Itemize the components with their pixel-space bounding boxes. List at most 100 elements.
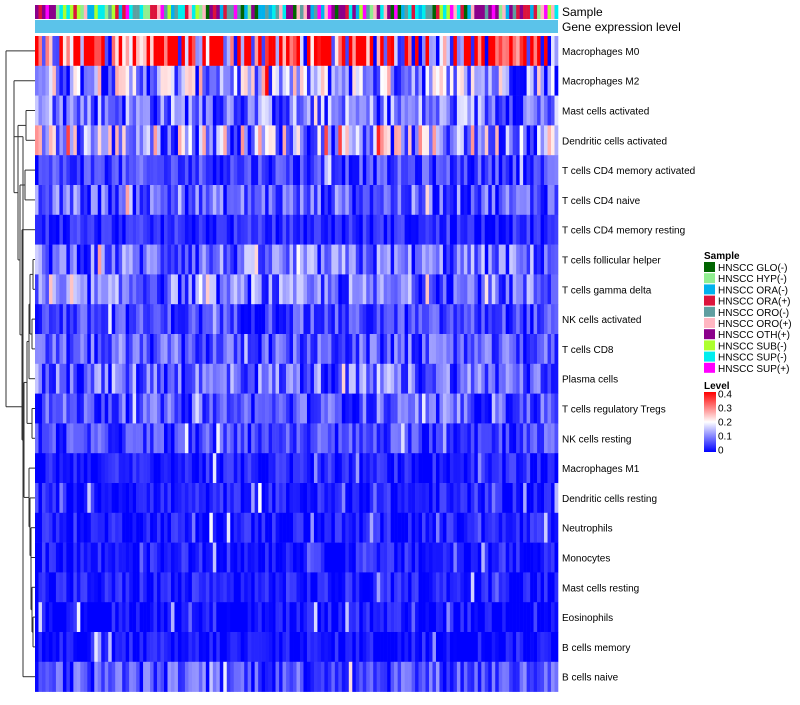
heatmap-cell xyxy=(289,423,294,454)
heatmap-cell xyxy=(244,214,248,245)
heatmap-cell xyxy=(282,214,287,245)
heatmap-cell xyxy=(401,125,405,156)
heatmap-cell xyxy=(97,65,102,96)
heatmap-cell xyxy=(498,95,503,126)
heatmap-cell xyxy=(512,632,517,663)
heatmap-cell xyxy=(289,155,294,186)
heatmap-cell xyxy=(223,304,228,335)
heatmap-cell xyxy=(310,393,315,424)
heatmap-cell xyxy=(317,661,322,692)
heatmap-cell xyxy=(488,155,493,186)
heatmap-cell xyxy=(160,512,165,543)
heatmap-cell xyxy=(223,423,228,454)
heatmap-cell xyxy=(293,423,297,454)
heatmap-cell xyxy=(498,36,503,67)
heatmap-cell xyxy=(310,214,315,245)
sample-annotation-cell xyxy=(509,5,513,19)
heatmap-cell xyxy=(547,125,552,156)
heatmap-cell xyxy=(230,95,235,126)
heatmap-cell xyxy=(191,185,196,216)
heatmap-cell xyxy=(108,125,113,156)
heatmap-cell xyxy=(554,393,559,424)
heatmap-cell xyxy=(338,95,343,126)
heatmap-cell xyxy=(383,393,388,424)
heatmap-cell xyxy=(380,185,384,216)
heatmap-cell xyxy=(48,185,53,216)
heatmap-cell xyxy=(411,423,416,454)
heatmap-cell xyxy=(373,602,377,633)
heatmap-cell xyxy=(254,542,259,573)
heatmap-cell xyxy=(275,661,280,692)
heatmap-cell xyxy=(90,214,95,245)
sample-annotation-cell xyxy=(289,5,294,19)
heatmap-cell xyxy=(498,185,503,216)
heatmap-cell xyxy=(174,334,179,365)
heatmap-cell xyxy=(150,244,154,275)
heatmap-cell xyxy=(366,304,371,335)
heatmap-cell xyxy=(233,363,238,394)
heatmap-cell xyxy=(219,423,224,454)
heatmap-cell xyxy=(66,602,71,633)
heatmap-cell xyxy=(331,542,336,573)
heatmap-cell xyxy=(432,453,437,484)
heatmap-cell xyxy=(505,661,510,692)
heatmap-cell xyxy=(481,65,486,96)
heatmap-cell xyxy=(488,602,493,633)
heatmap-cell xyxy=(108,214,113,245)
heatmap-cell xyxy=(48,423,53,454)
heatmap-cell xyxy=(254,632,259,663)
heatmap-cell xyxy=(306,423,311,454)
heatmap-cell xyxy=(299,65,304,96)
heatmap-cell xyxy=(143,363,147,394)
heatmap-cell xyxy=(484,304,489,335)
heatmap-cell xyxy=(481,214,486,245)
heatmap-cell xyxy=(282,125,287,156)
heatmap-cell xyxy=(383,304,388,335)
heatmap-cell xyxy=(439,363,444,394)
heatmap-cell xyxy=(547,363,552,394)
heatmap-cell xyxy=(404,661,409,692)
heatmap-cell xyxy=(94,155,99,186)
heatmap-cell xyxy=(101,95,106,126)
heatmap-cell xyxy=(509,274,513,305)
heatmap-cell xyxy=(526,274,531,305)
heatmap-cell xyxy=(59,453,64,484)
heatmap-cell xyxy=(195,65,200,96)
heatmap-cell xyxy=(237,185,242,216)
heatmap-cell xyxy=(265,304,269,335)
heatmap-cell xyxy=(505,65,510,96)
heatmap-cell xyxy=(526,334,531,365)
heatmap-cell xyxy=(289,304,294,335)
heatmap-cell xyxy=(247,155,252,186)
heatmap-cell xyxy=(481,363,486,394)
heatmap-cell xyxy=(408,185,412,216)
heatmap-cell xyxy=(265,572,269,603)
heatmap-cell xyxy=(38,125,43,156)
heatmap-cell xyxy=(369,185,374,216)
heatmap-cell xyxy=(474,304,479,335)
heatmap-cell xyxy=(551,214,555,245)
heatmap-cell xyxy=(212,512,217,543)
heatmap-cell xyxy=(101,274,106,305)
heatmap-cell xyxy=(87,393,92,424)
heatmap-cell xyxy=(122,155,126,186)
heatmap-cell xyxy=(181,453,186,484)
heatmap-cell xyxy=(164,244,168,275)
sample-annotation-cell xyxy=(306,5,311,19)
heatmap-cell xyxy=(237,453,242,484)
heatmap-cell xyxy=(481,393,486,424)
heatmap-cell xyxy=(345,125,350,156)
heatmap-cell xyxy=(143,453,147,484)
heatmap-cell xyxy=(435,542,440,573)
heatmap-cell xyxy=(279,125,283,156)
heatmap-cell xyxy=(80,572,85,603)
heatmap-cell xyxy=(408,214,412,245)
heatmap-cell xyxy=(73,542,78,573)
heatmap-cell xyxy=(408,393,412,424)
heatmap-cell xyxy=(87,661,92,692)
heatmap-cell xyxy=(310,483,315,514)
heatmap-cell xyxy=(177,363,182,394)
heatmap-cell xyxy=(150,304,154,335)
heatmap-cell xyxy=(355,393,360,424)
heatmap-cell xyxy=(460,125,465,156)
